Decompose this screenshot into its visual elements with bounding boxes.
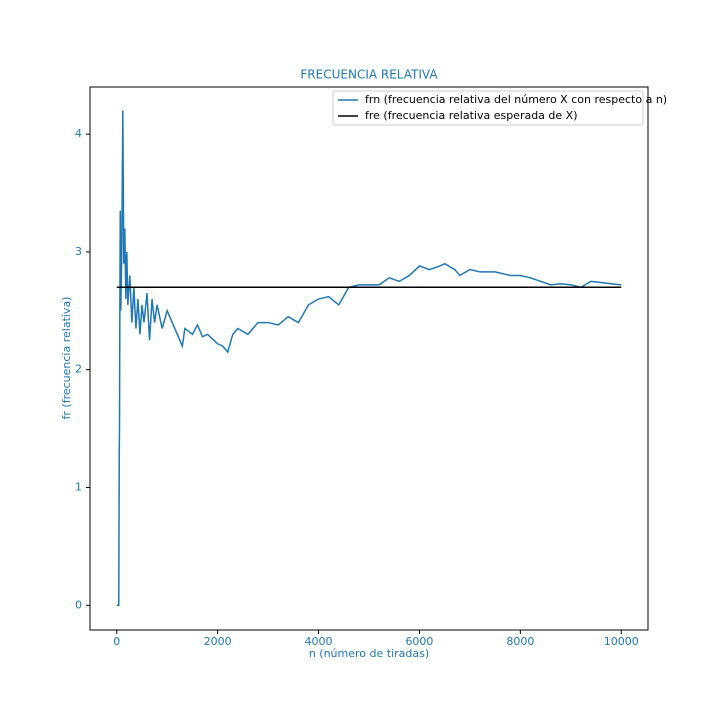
y-tick-label: 4 — [75, 127, 82, 140]
x-tick-label: 4000 — [305, 635, 333, 648]
x-tick-label: 8000 — [506, 635, 534, 648]
chart-title: FRECUENCIA RELATIVA — [300, 68, 438, 82]
data-line — [116, 110, 622, 607]
legend-label: fre (frecuencia relativa esperada de X) — [365, 109, 578, 122]
y-tick-label: 3 — [75, 245, 82, 258]
legend-box — [332, 90, 644, 126]
x-axis-label: n (número de tiradas) — [309, 647, 429, 660]
y-tick-label: 2 — [75, 363, 82, 376]
x-tick-label: 10000 — [604, 635, 639, 648]
x-tick-label: 2000 — [204, 635, 232, 648]
y-axis-label: fr (frecuencia relativa) — [60, 297, 73, 420]
y-tick-label: 1 — [75, 480, 82, 493]
legend-label: frn (frecuencia relativa del número X co… — [365, 93, 667, 106]
x-tick-label: 0 — [113, 635, 120, 648]
plot-frame — [89, 86, 649, 631]
x-tick-label: 6000 — [405, 635, 433, 648]
y-tick-label: 0 — [75, 598, 82, 611]
